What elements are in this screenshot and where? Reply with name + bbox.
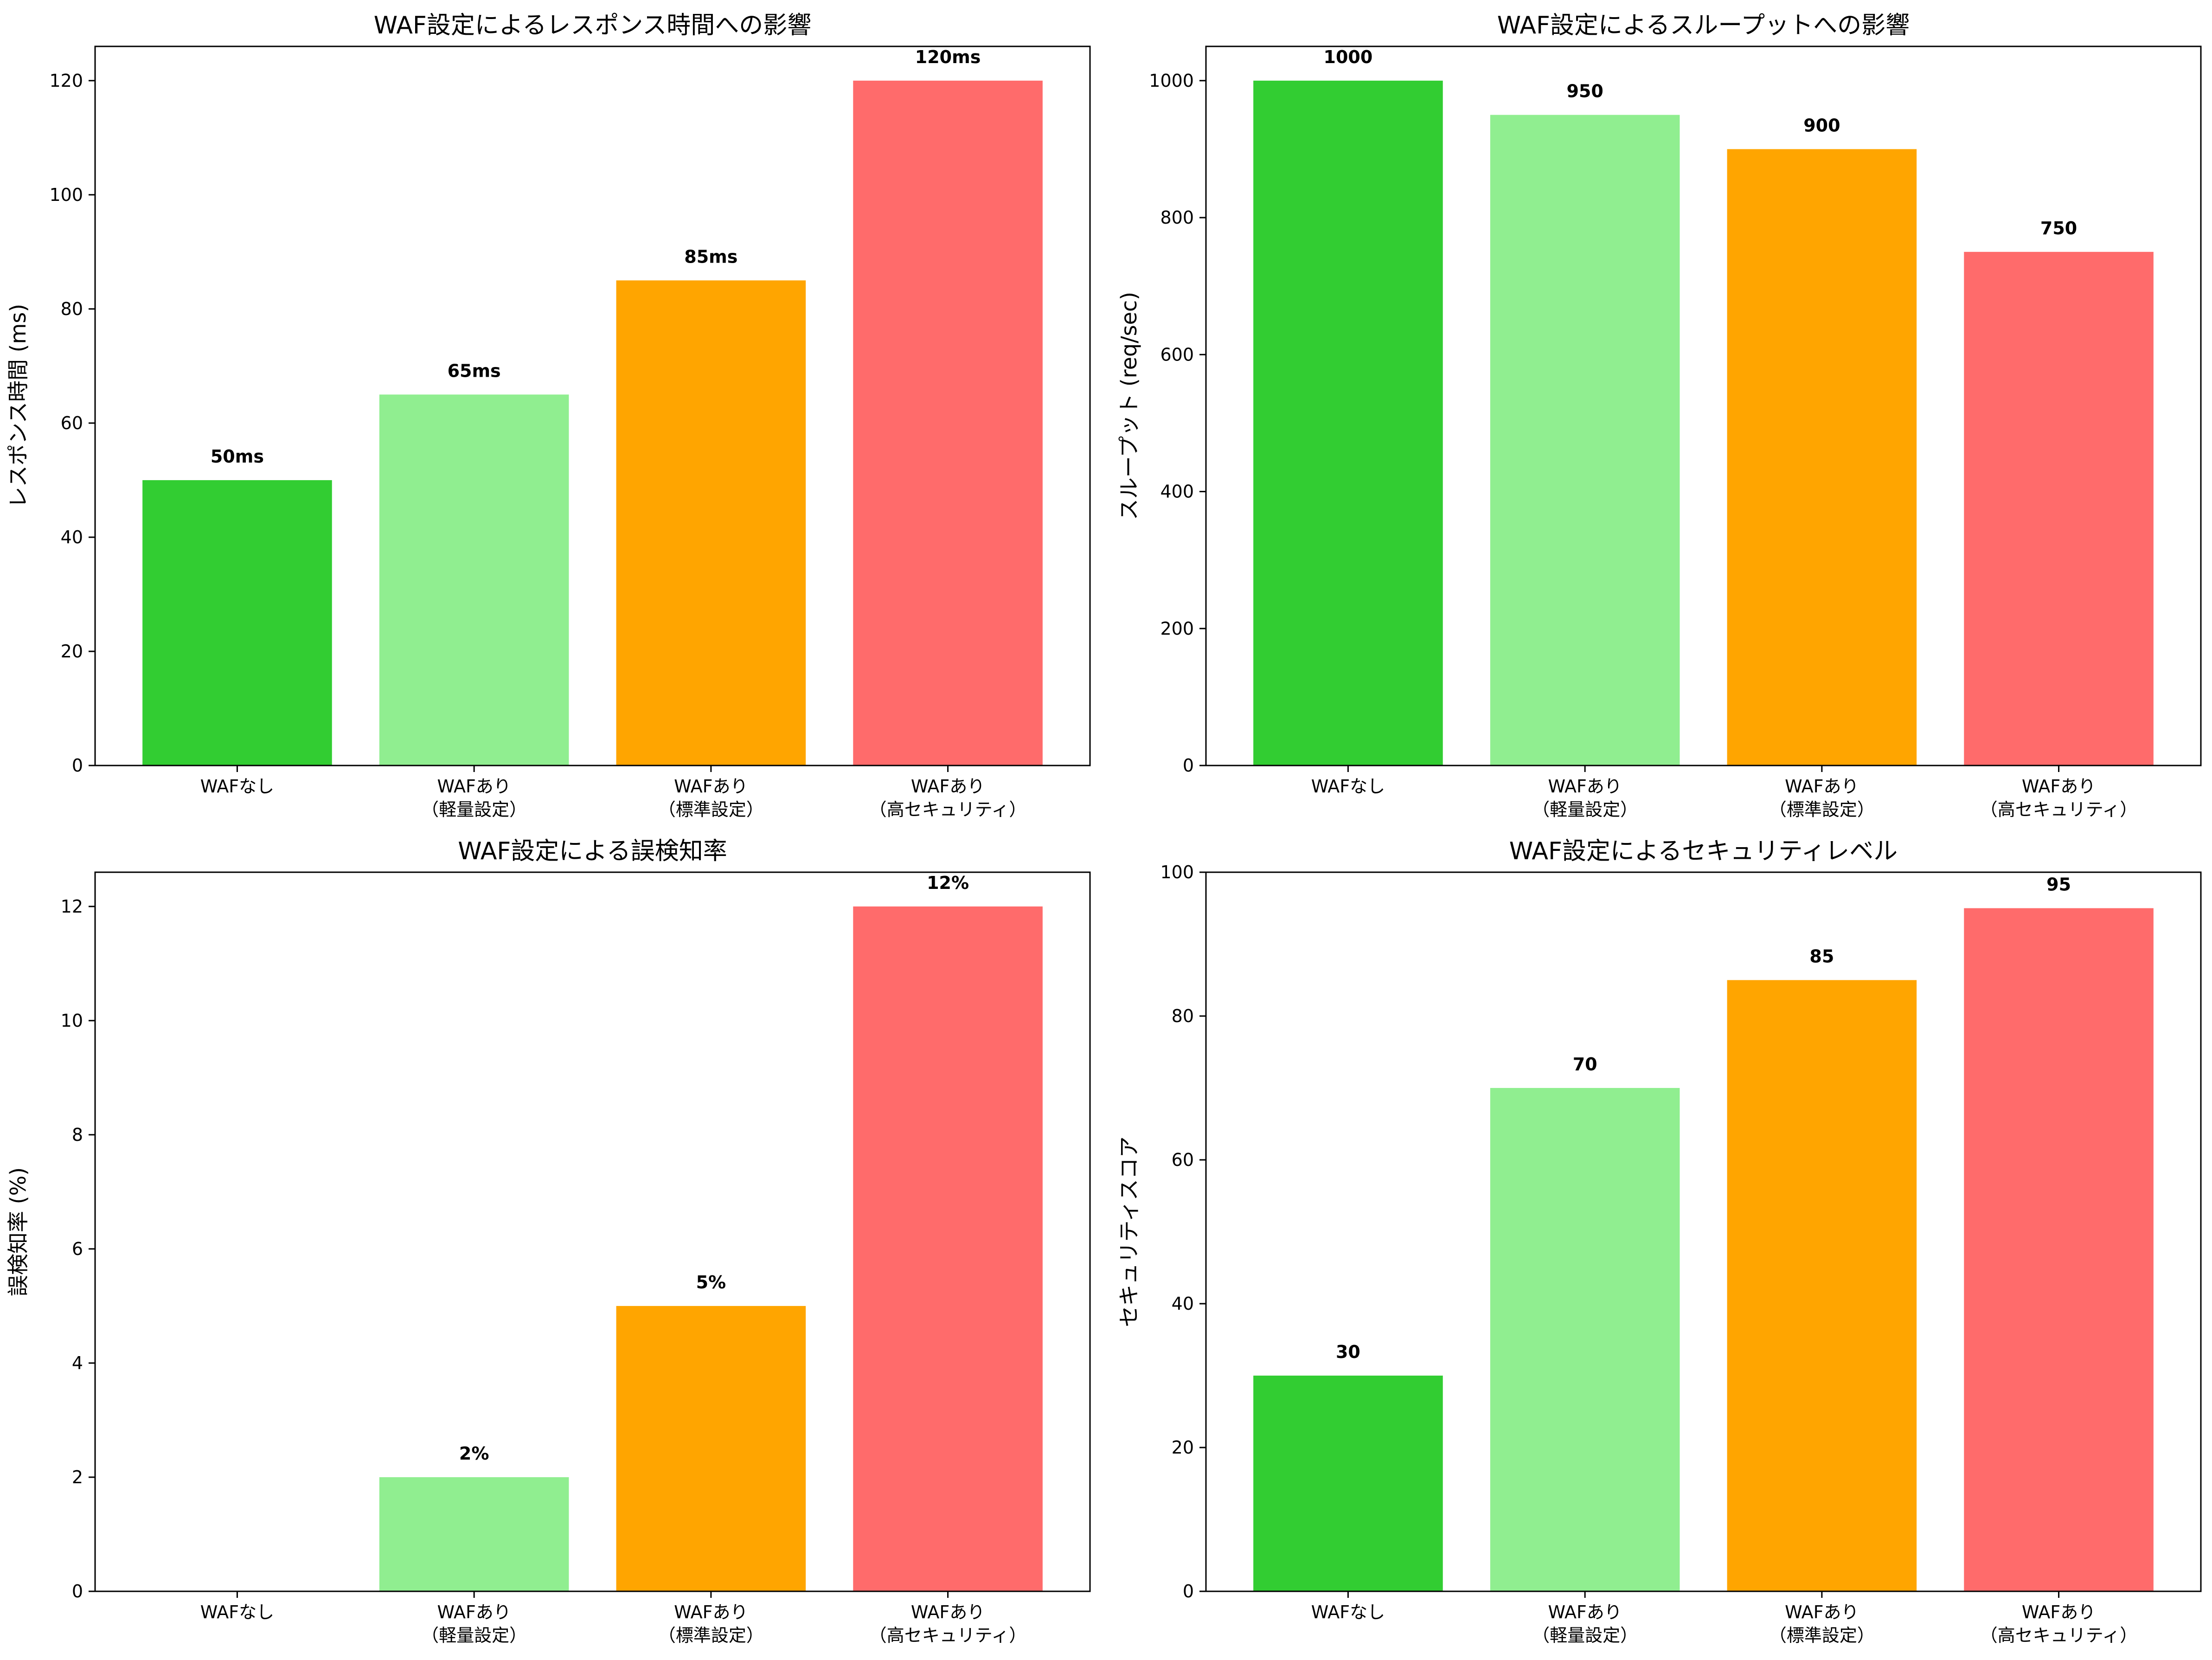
chart-title: WAF設定によるレスポンス時間への影響	[374, 12, 811, 39]
y-tick-label-1: 0	[1183, 1581, 1194, 1602]
x-tick-label-4: WAFあり（高セキュリティ）	[869, 1602, 1027, 1646]
value-label-3: 85ms	[684, 246, 737, 267]
plot-frame	[1205, 45, 2202, 766]
value-label-2: 70	[1573, 1054, 1597, 1074]
y-tick-label-3: 40	[61, 527, 83, 547]
y-tick-label-3: 4	[72, 1353, 83, 1373]
y-tick-label-5: 800	[1160, 207, 1194, 228]
y-tick-label-4: 600	[1160, 344, 1194, 365]
x-tick-label-3: WAFあり（標準設定）	[658, 1602, 764, 1646]
bar-2	[1490, 1088, 1680, 1591]
value-label-4: 750	[2040, 218, 2077, 238]
plot-frame	[1205, 871, 2202, 1592]
y-tick-label-4: 60	[1172, 1150, 1194, 1170]
x-tick-label-2: WAFあり（軽量設定）	[1532, 776, 1638, 820]
chart-panel-4: 30 70 85 95 0 20 40 60 80 100 WAFなし WAFあり（軽量設定） WAFあ…	[1116, 837, 2202, 1646]
value-label-3: 900	[1803, 115, 1840, 135]
x-tick-label-1: WAFなし	[200, 776, 274, 797]
y-tick-label-3: 400	[1160, 482, 1194, 502]
bar-3	[1727, 149, 1917, 766]
y-tick-label-4: 6	[72, 1239, 83, 1259]
y-axis-label: セキュリティスコア	[1116, 1136, 1141, 1327]
bar-4	[1964, 251, 2154, 766]
y-axis-label: レスポンス時間 (ms)	[6, 304, 31, 508]
y-tick-label-7: 12	[61, 896, 83, 917]
value-label-4: 120ms	[915, 47, 981, 67]
x-tick-label-2: WAFあり（軽量設定）	[421, 1602, 527, 1646]
y-tick-label-6: 10	[61, 1010, 83, 1031]
x-tick-label-4: WAFあり（高セキュリティ）	[1980, 776, 2138, 820]
value-label-1: 30	[1336, 1342, 1360, 1362]
value-label-2: 950	[1566, 81, 1603, 102]
bar-4	[853, 80, 1043, 766]
bar-2	[379, 1477, 569, 1591]
value-label-3: 85	[1809, 946, 1834, 967]
y-tick-label-4: 60	[61, 413, 83, 433]
x-tick-label-1: WAFなし	[1311, 776, 1385, 797]
y-tick-label-3: 40	[1172, 1293, 1194, 1314]
value-label-1: 50ms	[211, 446, 264, 467]
y-tick-label-6: 100	[49, 185, 83, 205]
value-label-2: 2%	[459, 1443, 489, 1464]
plot-frame	[94, 871, 1091, 1592]
x-tick-label-3: WAFあり（標準設定）	[1769, 1602, 1875, 1646]
x-tick-label-3: WAFあり（標準設定）	[658, 776, 764, 820]
bar-3	[616, 280, 806, 766]
chart-title: WAF設定によるスループットへの影響	[1497, 12, 1910, 39]
chart-panel-3: 2% 5% 12% 0 2 4 6 8 10 12 WAFなし WAFあり（軽量設定） WAFあり（標準…	[6, 837, 1091, 1646]
y-axis-label: スループット (req/sec)	[1116, 292, 1141, 520]
x-tick-label-3: WAFあり（標準設定）	[1769, 776, 1875, 820]
y-tick-label-5: 8	[72, 1125, 83, 1145]
x-tick-label-1: WAFなし	[200, 1602, 274, 1622]
value-label-3: 5%	[696, 1272, 726, 1293]
y-tick-label-2: 2	[72, 1467, 83, 1487]
bar-1	[1253, 1376, 1443, 1591]
y-tick-label-7: 120	[49, 71, 83, 91]
x-tick-label-4: WAFあり（高セキュリティ）	[869, 776, 1027, 820]
value-label-2: 65ms	[448, 360, 501, 381]
bar-2	[1490, 115, 1680, 766]
x-tick-label-4: WAFあり（高セキュリティ）	[1980, 1602, 2138, 1646]
y-tick-label-5: 80	[61, 299, 83, 319]
value-label-1: 1000	[1324, 47, 1373, 67]
y-tick-label-5: 80	[1172, 1006, 1194, 1026]
plot-frame	[94, 45, 1091, 766]
y-tick-label-6: 100	[1160, 862, 1194, 882]
x-tick-label-1: WAFなし	[1311, 1602, 1385, 1622]
y-tick-label-6: 1000	[1149, 71, 1194, 91]
value-label-4: 12%	[927, 873, 969, 893]
bar-4	[1964, 908, 2154, 1591]
x-tick-label-2: WAFあり（軽量設定）	[421, 776, 527, 820]
y-tick-label-2: 20	[61, 641, 83, 662]
chart-title: WAF設定によるセキュリティレベル	[1509, 837, 1898, 865]
bar-1	[142, 480, 332, 766]
chart-panel-1: 50ms 65ms 85ms 120ms 0 20 40 60 80 100 120 WAFなし WAF…	[6, 12, 1091, 820]
bar-4	[853, 906, 1043, 1591]
y-tick-label-1: 0	[72, 1581, 83, 1602]
chart-panel-2: 1000 950 900 750 0 200 400 600 800 1000 WAFなし WAFあり…	[1116, 12, 2202, 820]
bar-3	[1727, 980, 1917, 1591]
y-tick-label-2: 200	[1160, 618, 1194, 639]
y-axis-label: 誤検知率 (%)	[6, 1167, 31, 1296]
y-tick-label-2: 20	[1172, 1437, 1194, 1458]
y-tick-label-1: 0	[72, 755, 83, 776]
bar-3	[616, 1306, 806, 1591]
y-tick-label-1: 0	[1183, 755, 1194, 776]
bar-1	[1253, 80, 1443, 766]
x-tick-label-2: WAFあり（軽量設定）	[1532, 1602, 1638, 1646]
chart-title: WAF設定による誤検知率	[458, 837, 727, 865]
value-label-4: 95	[2046, 875, 2071, 895]
bar-2	[379, 394, 569, 766]
